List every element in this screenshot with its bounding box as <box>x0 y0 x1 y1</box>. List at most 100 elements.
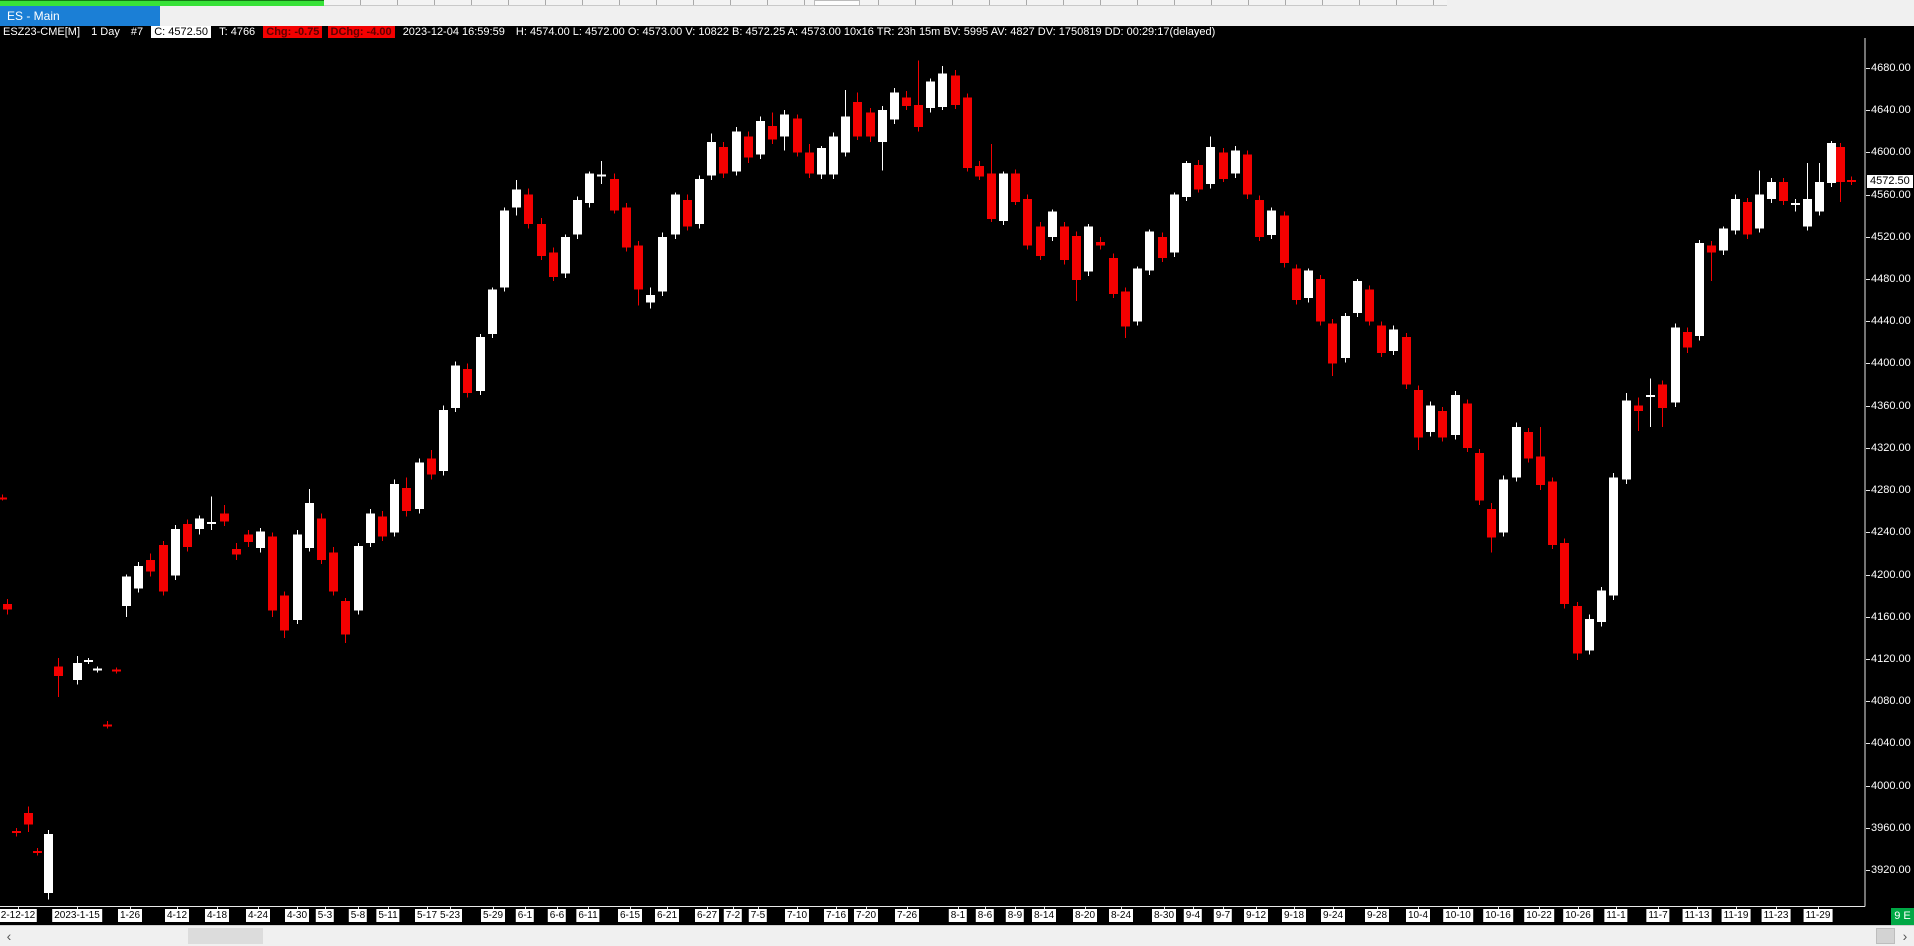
time-axis-tick <box>1736 907 1737 910</box>
candle-down <box>1402 337 1411 385</box>
date-label: 5-11 <box>376 909 400 922</box>
candle-down <box>463 368 472 394</box>
candle-down <box>1072 235 1081 281</box>
candle-down <box>103 724 112 727</box>
date-label: 6-11 <box>576 909 600 922</box>
price-axis-label: 4560.00 <box>1871 189 1911 201</box>
price-axis-label: 4320.00 <box>1871 442 1911 454</box>
price-axis-label: 4480.00 <box>1871 273 1911 285</box>
candle-up <box>390 483 399 533</box>
price-axis-tick <box>1866 321 1870 322</box>
scrollbar-segment[interactable] <box>188 928 263 944</box>
shortcut-badge-9e[interactable]: 9 E <box>1891 908 1914 925</box>
time-axis-tick <box>1539 907 1540 910</box>
candle-down <box>1487 509 1496 538</box>
time-axis-tick <box>297 907 298 910</box>
date-label: 9-4 <box>1183 909 1203 922</box>
candle-up <box>1145 231 1154 271</box>
date-label: 11-7 <box>1646 909 1670 922</box>
time-axis-tick <box>667 907 668 910</box>
toolbar-button-active[interactable] <box>814 0 860 6</box>
candle-up <box>658 236 667 292</box>
candle-up <box>890 92 899 120</box>
candle-down <box>1438 411 1447 438</box>
date-label: 6-15 <box>617 909 643 922</box>
candle-down <box>744 136 753 158</box>
time-axis-tick <box>258 907 259 910</box>
candle-up <box>780 114 789 137</box>
date-label: 8-9 <box>1005 909 1025 922</box>
price-axis-tick <box>1866 279 1870 280</box>
candle-down <box>1779 182 1788 201</box>
candle-up <box>646 294 655 303</box>
date-label: 9-18 <box>1281 909 1307 922</box>
candle-down <box>1475 453 1484 501</box>
candle-down <box>1560 542 1569 605</box>
date-label: 5-3 <box>315 909 335 922</box>
candle-up <box>305 502 314 549</box>
candle-up <box>1815 182 1824 212</box>
candle-up <box>1389 329 1398 351</box>
candle-down <box>719 147 728 174</box>
toolbar-buttons-clipped[interactable] <box>324 0 1447 6</box>
top-toolbar-strip: ES - Main <box>0 0 1914 26</box>
candle-down <box>54 666 63 676</box>
candle-down <box>805 152 814 174</box>
price-axis-tick <box>1866 490 1870 491</box>
candle-down <box>0 497 7 500</box>
price-axis-label: 3920.00 <box>1871 864 1911 876</box>
chartbook-tab-es-main[interactable]: ES - Main <box>0 6 160 26</box>
price-axis-tick <box>1866 110 1870 111</box>
price-axis-tick <box>1866 786 1870 787</box>
price-axis-tick <box>1866 406 1870 407</box>
candle-down <box>1060 226 1069 261</box>
candle-up <box>171 529 180 576</box>
candle-down <box>634 245 643 290</box>
candlestick-chart-area[interactable] <box>0 38 1866 907</box>
date-label: 10-10 <box>1443 909 1473 922</box>
candle-down <box>1096 242 1105 246</box>
candle-down <box>902 97 911 106</box>
scrollbar-thumb[interactable] <box>1876 928 1895 944</box>
time-axis[interactable]: 9 E 2-12-12 2023-1-15 1-26 4-12 4-18 4-24 4-30… <box>0 907 1914 925</box>
candle-up <box>1426 405 1435 433</box>
candle-down <box>549 252 558 277</box>
candle-up <box>1048 211 1057 237</box>
date-label: 6-1 <box>515 909 535 922</box>
time-axis-tick <box>797 907 798 910</box>
time-axis-tick <box>1121 907 1122 910</box>
time-axis-tick <box>177 907 178 910</box>
candle-down <box>1365 289 1374 322</box>
candle-up <box>573 199 582 235</box>
candle-down <box>329 552 338 592</box>
horizontal-scrollbar[interactable]: ‹ › <box>0 925 1914 946</box>
candle-up <box>1731 198 1740 231</box>
time-axis-tick <box>1223 907 1224 910</box>
candle-down <box>622 207 631 248</box>
candle-up <box>1499 479 1508 533</box>
candle-down <box>1847 179 1856 182</box>
scroll-left-arrow-icon[interactable]: ‹ <box>6 928 12 944</box>
candle-up <box>707 141 716 176</box>
time-axis-tick <box>77 907 78 910</box>
candle-up <box>671 194 680 235</box>
candle-up <box>73 663 82 681</box>
time-axis-tick <box>325 907 326 910</box>
scroll-right-arrow-icon[interactable]: › <box>1902 928 1908 944</box>
date-label: 11-19 <box>1721 909 1751 922</box>
date-label: 8-24 <box>1108 909 1134 922</box>
price-axis-label: 4640.00 <box>1871 104 1911 116</box>
candle-up <box>732 131 741 172</box>
price-axis[interactable]: 4680.00 4640.00 4600.00 4560.00 4520.00 4480.… <box>1866 38 1914 907</box>
candle-up <box>134 566 143 589</box>
candle-down <box>402 488 411 512</box>
time-axis-tick <box>388 907 389 910</box>
candle-up <box>451 365 460 408</box>
candle-down <box>1463 403 1472 448</box>
candle-up <box>585 173 594 203</box>
date-label: 2023-1-15 <box>52 909 102 922</box>
candle-up <box>841 116 850 153</box>
candlestick-svg[interactable] <box>0 38 1866 907</box>
candle-up <box>1512 426 1521 478</box>
candle-down <box>1573 606 1582 654</box>
